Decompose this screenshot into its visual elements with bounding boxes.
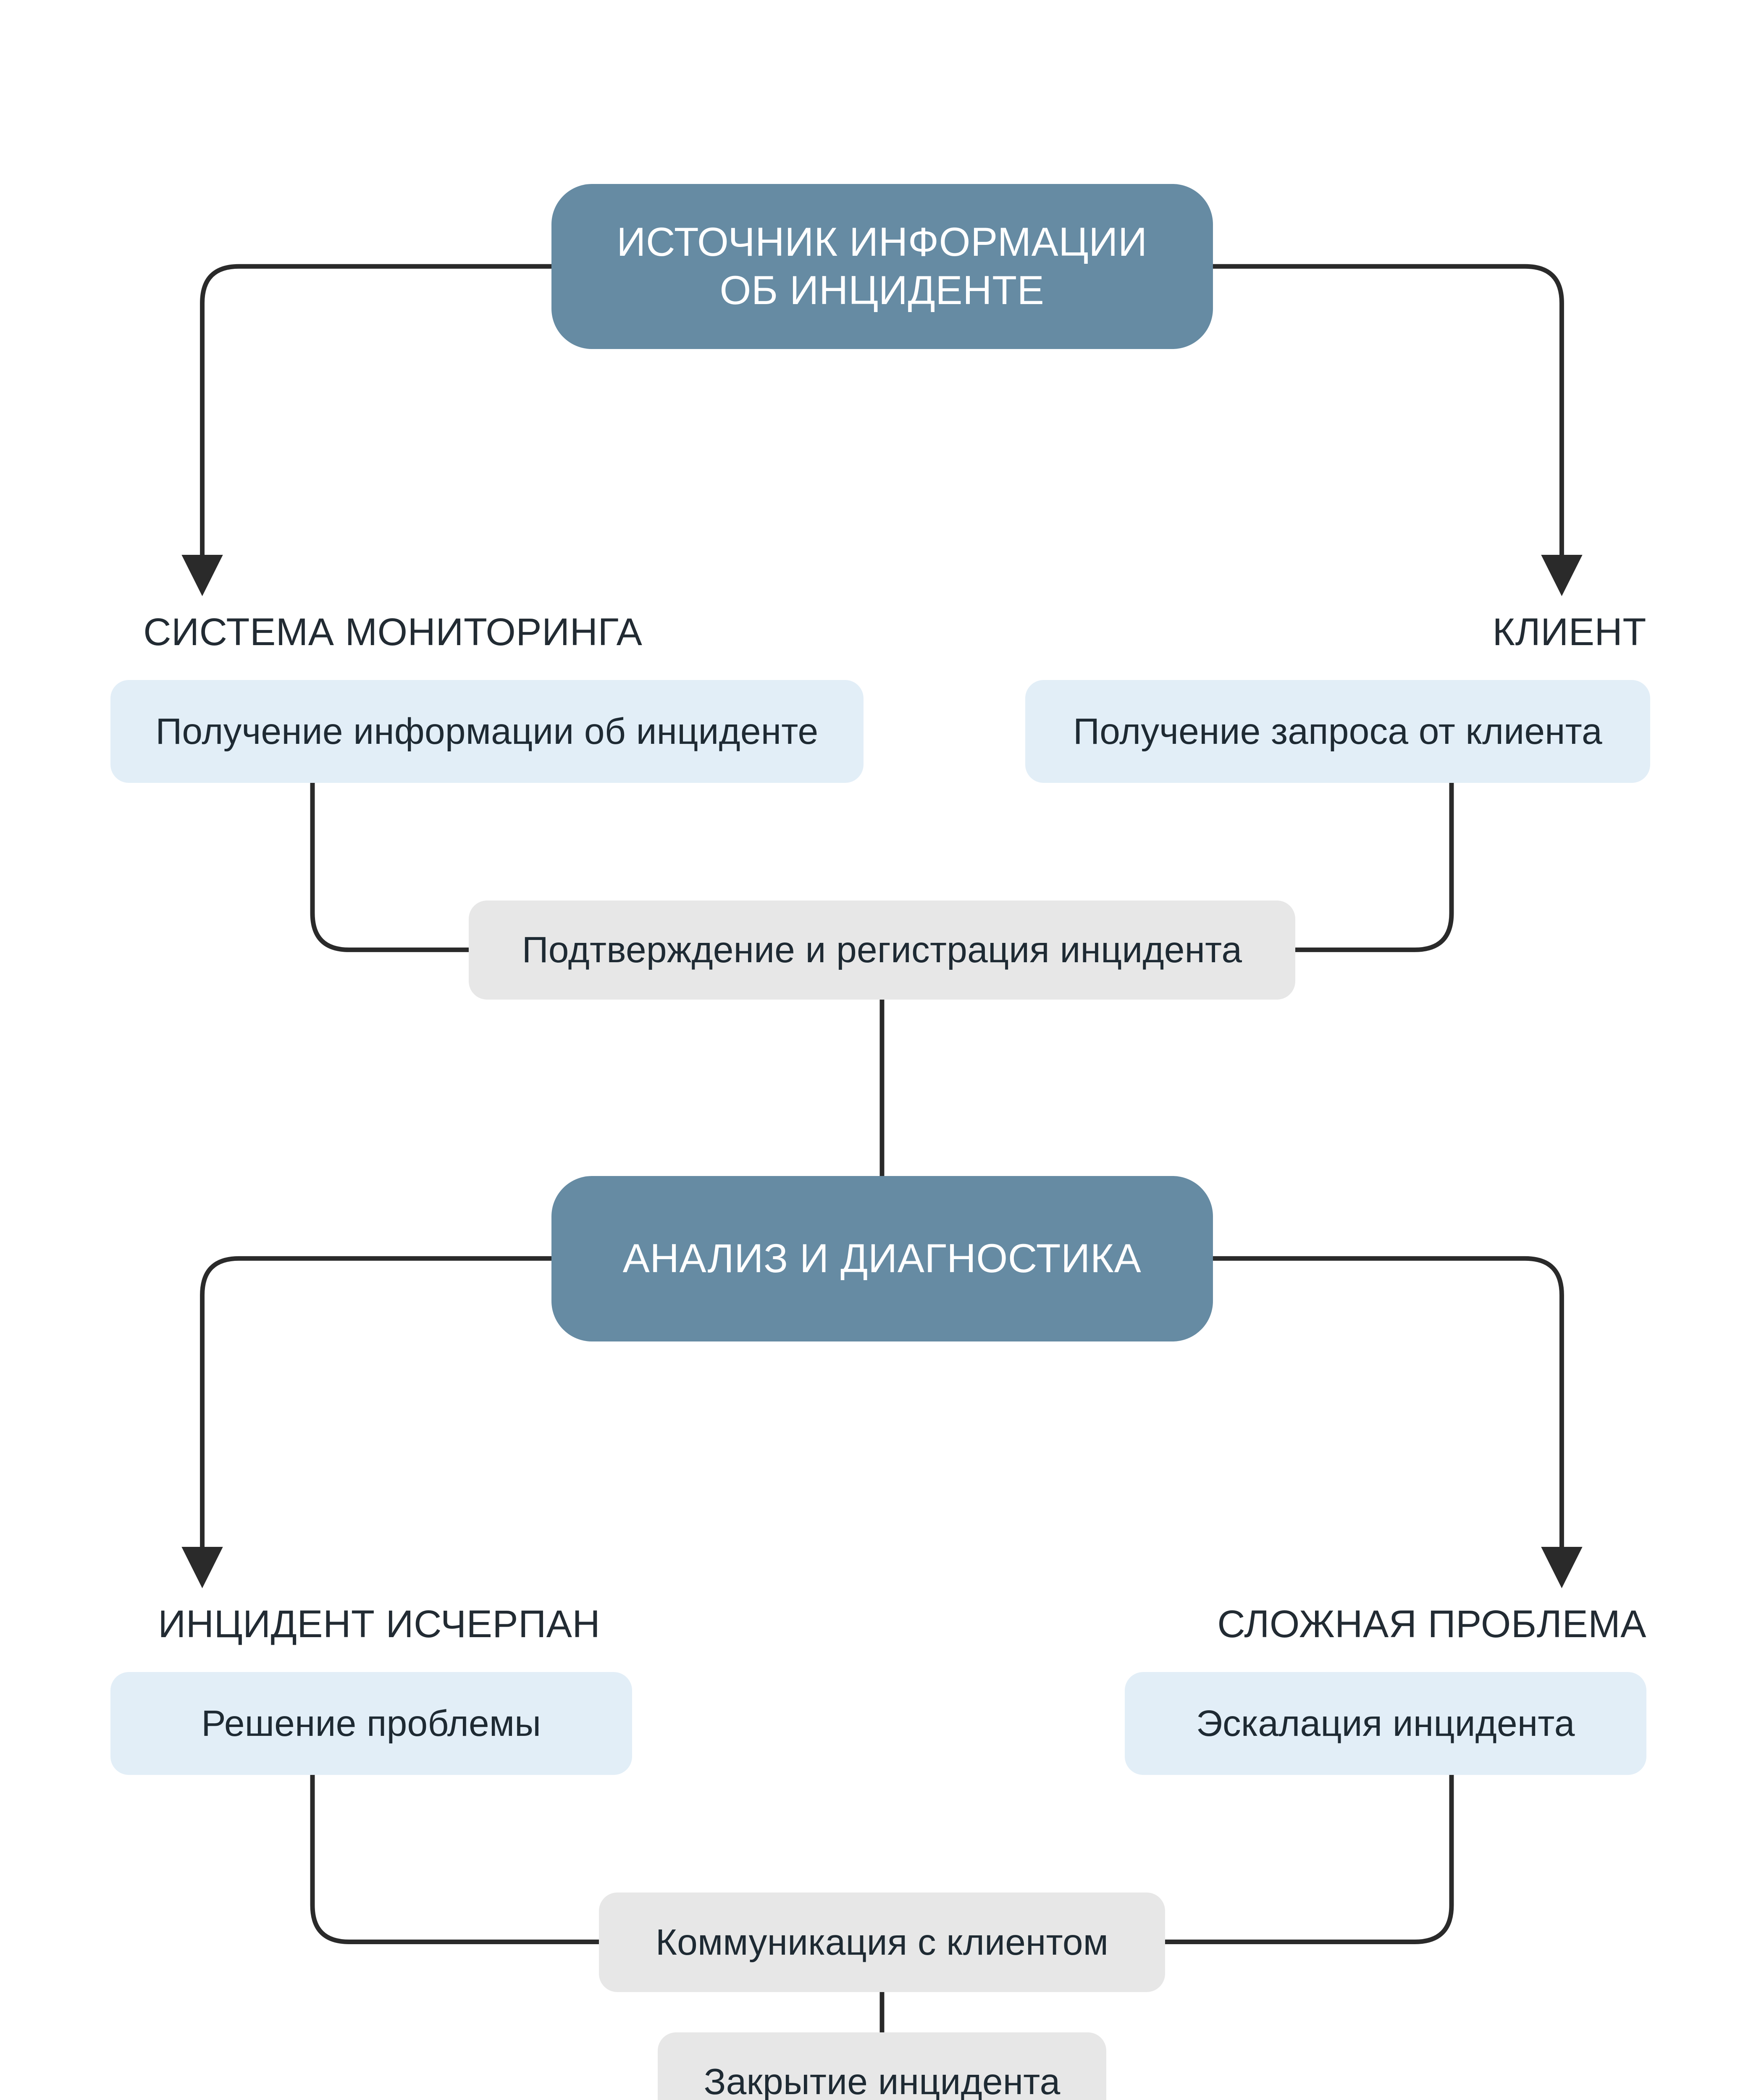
heading-h-cli: КЛИЕНТ [1492, 610, 1646, 654]
heading-h-done: ИНЦИДЕНТ ИСЧЕРПАН [158, 1602, 600, 1646]
edge-e-cli-reg [1295, 782, 1452, 950]
heading-h-hard: СЛОЖНАЯ ПРОБЛЕМА [1217, 1602, 1646, 1646]
node-label: Коммуникация с клиентом [656, 1920, 1108, 1964]
node-label: Подтверждение и регистрация инцидента [522, 928, 1242, 972]
node-diag: АНАЛИЗ И ДИАГНОСТИКА [551, 1176, 1213, 1341]
node-label: Закрытие инцидента [704, 2060, 1060, 2100]
edge-e-esc-comm [1165, 1774, 1452, 1942]
edge-e-mon-reg [312, 782, 469, 950]
edge-e-solve-comm [312, 1774, 599, 1942]
node-label: Эскалация инцидента [1196, 1701, 1575, 1746]
node-label: Получение информации об инциденте [155, 709, 818, 753]
node-label: Решение проблемы [201, 1701, 541, 1746]
node-src: ИСТОЧНИК ИНФОРМАЦИИ ОБ ИНЦИДЕНТЕ [551, 184, 1213, 349]
node-label: ИСТОЧНИК ИНФОРМАЦИИ ОБ ИНЦИДЕНТЕ [617, 218, 1147, 315]
node-solve: Решение проблемы [110, 1672, 633, 1775]
node-label: АНАЛИЗ И ДИАГНОСТИКА [623, 1234, 1142, 1283]
node-close: Закрытие инцидента [658, 2032, 1106, 2100]
edge-e-diag-right [1213, 1258, 1562, 1580]
heading-h-mon: СИСТЕМА МОНИТОРИНГА [143, 610, 642, 654]
node-comm: Коммуникация с клиентом [599, 1893, 1165, 1992]
edge-e-diag-left [202, 1258, 551, 1580]
node-mon: Получение информации об инциденте [110, 680, 864, 783]
node-reg: Подтверждение и регистрация инцидента [469, 900, 1296, 1000]
node-esc: Эскалация инцидента [1125, 1672, 1647, 1775]
edge-e-src-right [1213, 266, 1562, 588]
edge-e-src-left [202, 266, 551, 588]
flowchart-stage: ИСТОЧНИК ИНФОРМАЦИИ ОБ ИНЦИДЕНТЕ Получени… [0, 0, 1764, 2100]
node-label: Получение запроса от клиента [1073, 709, 1602, 753]
node-cli: Получение запроса от клиента [1025, 680, 1650, 783]
